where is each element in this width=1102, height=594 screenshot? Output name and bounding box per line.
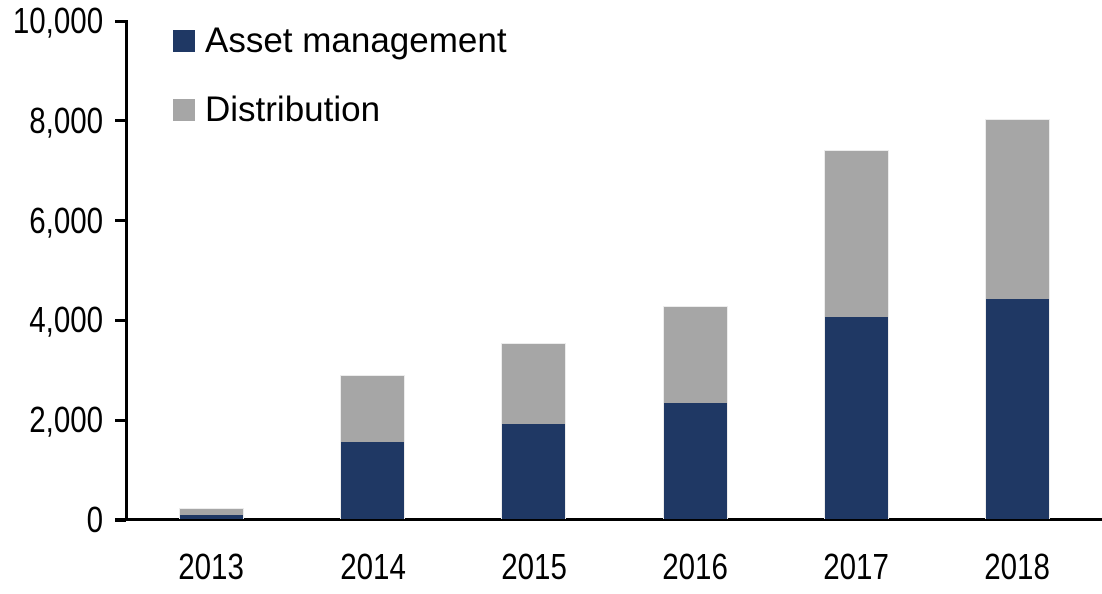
bar-stack-2017 — [823, 149, 889, 519]
x-axis-label-2018: 2018 — [984, 546, 1051, 587]
legend-label-asset-management: Asset management — [205, 21, 507, 60]
bar-segment-asset-management-2014 — [341, 441, 405, 519]
y-axis-tick-label: 0 — [86, 499, 103, 540]
bar-segment-asset-management-2013 — [180, 515, 243, 519]
bar-segment-distribution-2013 — [180, 509, 243, 516]
legend-swatch-asset-management-icon — [173, 30, 195, 52]
legend-item-distribution: Distribution — [173, 88, 507, 132]
bar-stack-2016 — [662, 305, 728, 519]
y-axis-tick-label: 6,000 — [29, 199, 103, 241]
x-axis-line — [115, 518, 1102, 521]
x-axis-label-2017: 2017 — [823, 546, 890, 587]
bar-stack-2013 — [179, 508, 244, 519]
legend: Asset management Distribution — [173, 19, 507, 132]
bar-segment-distribution-2014 — [341, 375, 405, 442]
bar-segment-asset-management-2017 — [824, 316, 888, 519]
x-axis-label-2013: 2013 — [178, 546, 245, 587]
legend-item-asset-management: Asset management — [173, 19, 507, 63]
y-axis-tick — [115, 418, 126, 422]
y-axis-tick — [115, 518, 126, 522]
bar-stack-2014 — [340, 374, 406, 519]
y-axis-tick-label: 8,000 — [29, 99, 103, 141]
y-axis-tick-label: 10,000 — [12, 0, 103, 41]
x-axis-label-2014: 2014 — [339, 546, 406, 587]
bar-stack-2018 — [985, 118, 1050, 519]
bar-segment-distribution-2015 — [502, 344, 566, 425]
bar-segment-asset-management-2018 — [986, 298, 1049, 519]
bar-segment-distribution-2018 — [986, 119, 1049, 299]
y-axis-tick-label: 4,000 — [29, 299, 103, 341]
bar-segment-asset-management-2016 — [663, 403, 727, 519]
y-axis-tick — [115, 119, 126, 123]
y-axis-tick — [115, 318, 126, 322]
bar-segment-distribution-2016 — [663, 306, 727, 404]
bar-segment-distribution-2017 — [824, 150, 888, 317]
bar-stack-2015 — [501, 343, 567, 519]
legend-label-distribution: Distribution — [205, 90, 381, 129]
x-axis-label-2016: 2016 — [662, 546, 728, 587]
y-axis-tick-label: 2,000 — [29, 399, 103, 441]
legend-swatch-distribution-icon — [173, 99, 195, 121]
y-axis-tick — [115, 219, 126, 223]
y-axis-tick — [115, 19, 126, 23]
y-axis-line — [125, 20, 128, 521]
bar-segment-asset-management-2015 — [502, 424, 566, 519]
x-axis-label-2015: 2015 — [501, 546, 567, 587]
